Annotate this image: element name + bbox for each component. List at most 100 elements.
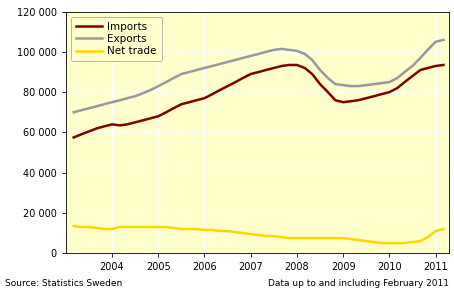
Text: Data up to and including February 2011: Data up to and including February 2011 bbox=[268, 279, 449, 288]
Line: Imports: Imports bbox=[74, 65, 444, 137]
Imports bbox=[140, 118, 146, 122]
Net trade bbox=[317, 236, 323, 240]
Legend: Imports, Exports, Net trade: Imports, Exports, Net trade bbox=[71, 17, 162, 61]
Exports bbox=[71, 111, 76, 114]
Exports bbox=[187, 70, 192, 74]
Imports bbox=[317, 82, 323, 86]
Exports bbox=[156, 84, 161, 88]
Exports bbox=[148, 88, 153, 92]
Exports bbox=[387, 80, 392, 84]
Net trade bbox=[148, 225, 153, 229]
Imports bbox=[333, 98, 338, 102]
Net trade bbox=[187, 227, 192, 231]
Exports bbox=[225, 60, 230, 64]
Exports bbox=[256, 52, 262, 56]
Net trade bbox=[364, 239, 369, 243]
Imports bbox=[364, 96, 369, 100]
Exports bbox=[302, 52, 307, 56]
Exports bbox=[402, 70, 407, 74]
Net trade bbox=[140, 225, 146, 229]
Exports bbox=[233, 58, 238, 62]
Exports bbox=[418, 56, 423, 60]
Exports bbox=[79, 109, 84, 112]
Exports bbox=[325, 76, 331, 80]
Exports bbox=[364, 83, 369, 87]
Imports bbox=[395, 86, 400, 90]
Net trade bbox=[310, 236, 315, 240]
Exports bbox=[441, 38, 446, 42]
Net trade bbox=[94, 226, 99, 230]
Imports bbox=[355, 98, 361, 102]
Net trade bbox=[71, 224, 76, 228]
Net trade bbox=[371, 240, 377, 244]
Exports bbox=[410, 64, 415, 68]
Imports bbox=[325, 91, 331, 94]
Exports bbox=[86, 107, 92, 110]
Imports bbox=[379, 93, 384, 96]
Net trade bbox=[194, 227, 199, 231]
Net trade bbox=[425, 235, 430, 239]
Exports bbox=[271, 48, 276, 52]
Imports bbox=[179, 102, 184, 106]
Imports bbox=[233, 80, 238, 84]
Net trade bbox=[418, 239, 423, 243]
Net trade bbox=[279, 235, 284, 239]
Imports bbox=[387, 91, 392, 94]
Imports bbox=[210, 93, 215, 96]
Exports bbox=[217, 62, 222, 66]
Exports bbox=[379, 81, 384, 85]
Net trade bbox=[263, 234, 269, 238]
Net trade bbox=[286, 236, 292, 240]
Imports bbox=[418, 68, 423, 72]
Exports bbox=[124, 96, 130, 100]
Net trade bbox=[179, 227, 184, 231]
Net trade bbox=[133, 225, 138, 229]
Imports bbox=[109, 123, 115, 126]
Net trade bbox=[256, 233, 262, 237]
Exports bbox=[109, 100, 115, 104]
Net trade bbox=[171, 226, 176, 230]
Imports bbox=[163, 111, 169, 114]
Net trade bbox=[156, 225, 161, 229]
Imports bbox=[248, 72, 253, 76]
Exports bbox=[94, 104, 99, 108]
Exports bbox=[310, 58, 315, 62]
Imports bbox=[171, 107, 176, 110]
Imports bbox=[294, 63, 300, 67]
Net trade bbox=[441, 227, 446, 231]
Net trade bbox=[294, 236, 300, 240]
Exports bbox=[248, 54, 253, 58]
Exports bbox=[425, 48, 430, 52]
Net trade bbox=[325, 236, 331, 240]
Exports bbox=[117, 98, 123, 102]
Imports bbox=[148, 117, 153, 120]
Exports bbox=[433, 40, 438, 44]
Imports bbox=[441, 63, 446, 67]
Imports bbox=[286, 63, 292, 67]
Net trade bbox=[248, 232, 253, 236]
Net trade bbox=[86, 225, 92, 229]
Exports bbox=[340, 83, 346, 87]
Exports bbox=[194, 68, 199, 72]
Net trade bbox=[163, 225, 169, 229]
Net trade bbox=[117, 225, 123, 229]
Net trade bbox=[302, 236, 307, 240]
Net trade bbox=[433, 229, 438, 233]
Imports bbox=[410, 74, 415, 78]
Net trade bbox=[240, 231, 246, 235]
Imports bbox=[101, 125, 107, 128]
Exports bbox=[140, 91, 146, 95]
Exports bbox=[263, 50, 269, 54]
Imports bbox=[79, 133, 84, 136]
Imports bbox=[279, 64, 284, 68]
Net trade bbox=[355, 238, 361, 242]
Exports bbox=[101, 102, 107, 106]
Imports bbox=[94, 127, 99, 130]
Net trade bbox=[410, 240, 415, 244]
Imports bbox=[71, 136, 76, 139]
Imports bbox=[117, 124, 123, 127]
Net trade bbox=[101, 227, 107, 231]
Imports bbox=[310, 72, 315, 76]
Imports bbox=[194, 98, 199, 102]
Exports bbox=[348, 84, 354, 88]
